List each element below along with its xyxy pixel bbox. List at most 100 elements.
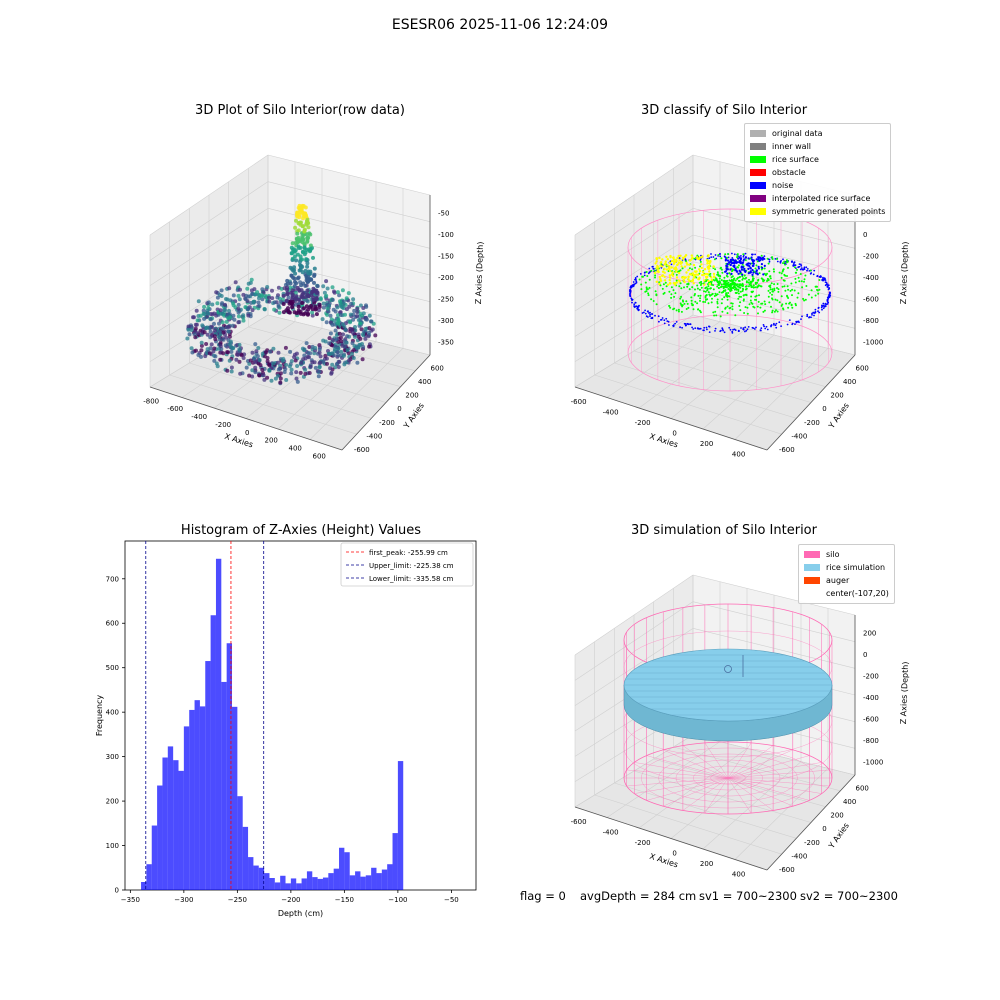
raw-point bbox=[302, 348, 307, 353]
classify-rice-point bbox=[758, 272, 761, 275]
classify-rice-point bbox=[783, 260, 786, 263]
classify-rice-point bbox=[744, 285, 747, 288]
histogram-bar bbox=[199, 706, 206, 890]
classify-symmetric-point bbox=[659, 278, 662, 281]
classify-rice-point bbox=[785, 302, 788, 305]
raw-point bbox=[317, 364, 322, 369]
raw-z-tick-label: -150 bbox=[438, 253, 454, 261]
classify-rice-point bbox=[758, 294, 760, 297]
classify-rice-point bbox=[780, 272, 783, 275]
classify-noise-point bbox=[801, 268, 804, 271]
classify-rice-point bbox=[686, 283, 689, 286]
raw-point bbox=[328, 366, 333, 371]
classify-symmetric-point bbox=[679, 262, 682, 265]
classify-noise-point bbox=[714, 330, 716, 332]
classify-noise-point bbox=[757, 265, 760, 268]
raw-point bbox=[309, 303, 314, 308]
classify-noise-point bbox=[694, 327, 697, 330]
classify-rice-point bbox=[670, 293, 673, 296]
raw-point bbox=[246, 313, 251, 318]
raw-point bbox=[189, 328, 194, 332]
raw-point bbox=[327, 336, 332, 341]
raw-point bbox=[294, 351, 299, 356]
classify-symmetric-point bbox=[659, 261, 662, 264]
raw-point bbox=[271, 361, 276, 366]
cls-y-axis-label: Y Axies bbox=[826, 401, 851, 431]
legend-swatch bbox=[804, 551, 820, 558]
classify-legend-item: noise bbox=[750, 179, 885, 192]
classify-symmetric-point bbox=[669, 254, 672, 258]
raw-point bbox=[303, 211, 308, 216]
raw-point bbox=[320, 317, 325, 322]
raw-point bbox=[224, 335, 229, 340]
sim-y-tick-label: 400 bbox=[843, 798, 856, 806]
classify-noise-point bbox=[744, 270, 747, 273]
classify-symmetric-point bbox=[692, 282, 695, 285]
legend-swatch bbox=[804, 590, 820, 597]
raw-point bbox=[337, 359, 342, 364]
raw-point bbox=[355, 314, 359, 319]
classify-rice-point bbox=[729, 306, 732, 309]
raw-point bbox=[325, 286, 330, 291]
raw-point bbox=[260, 287, 265, 292]
raw-point bbox=[285, 285, 289, 290]
classify-symmetric-point bbox=[664, 262, 667, 265]
classify-symmetric-point bbox=[707, 279, 710, 283]
classify-noise-point bbox=[826, 299, 829, 302]
raw-point bbox=[237, 297, 242, 302]
classify-rice-point bbox=[793, 266, 796, 269]
classify-symmetric-point bbox=[685, 271, 688, 274]
classify-noise-point bbox=[679, 326, 681, 329]
classify-noise-point bbox=[672, 324, 674, 327]
classify-noise-point bbox=[791, 322, 794, 325]
raw-point bbox=[350, 341, 355, 346]
classify-rice-point bbox=[691, 286, 694, 289]
classify-noise-point bbox=[635, 305, 637, 308]
classify-symmetric-point bbox=[707, 254, 710, 257]
raw-point bbox=[225, 368, 230, 373]
classify-noise-point bbox=[814, 311, 817, 313]
histogram-y-tick-label: 600 bbox=[106, 620, 119, 628]
cls-x-tick-label: 0 bbox=[672, 430, 676, 438]
classify-rice-point bbox=[679, 302, 682, 305]
raw-point bbox=[318, 360, 323, 365]
classify-rice-point bbox=[664, 281, 667, 284]
classify-rice-point bbox=[746, 306, 749, 309]
raw-point bbox=[241, 313, 246, 318]
classify-noise-point bbox=[675, 321, 678, 323]
histogram-bar bbox=[258, 867, 265, 890]
classify-rice-point bbox=[661, 287, 664, 290]
histogram-bar bbox=[141, 882, 147, 890]
classify-rice-point bbox=[732, 281, 735, 284]
classify-rice-point bbox=[736, 283, 739, 286]
classify-rice-point bbox=[731, 302, 734, 305]
classify-rice-point bbox=[702, 300, 705, 303]
raw-point bbox=[314, 296, 319, 301]
raw-point bbox=[366, 334, 371, 339]
classify-noise-point bbox=[794, 323, 796, 325]
classify-rice-point bbox=[771, 288, 774, 291]
classify-symmetric-point bbox=[689, 259, 692, 262]
classify-noise-point bbox=[629, 294, 631, 297]
classify-noise-point bbox=[719, 255, 722, 258]
classify-rice-point bbox=[728, 279, 731, 282]
classify-noise-point bbox=[775, 326, 778, 329]
classify-rice-point bbox=[654, 276, 656, 279]
raw-point bbox=[246, 281, 251, 286]
raw-point bbox=[290, 267, 295, 272]
histogram-y-tick-label: 200 bbox=[106, 798, 119, 806]
histogram-bar bbox=[178, 770, 184, 890]
classify-rice-point bbox=[781, 303, 784, 306]
raw-point bbox=[318, 354, 323, 359]
classify-rice-point bbox=[720, 283, 723, 286]
classify-rice-point bbox=[777, 290, 780, 293]
raw-point bbox=[321, 305, 326, 310]
classify-rice-point bbox=[783, 279, 786, 282]
histogram-bar bbox=[194, 700, 200, 890]
classify-rice-point bbox=[712, 311, 715, 314]
classify-rice-point bbox=[683, 286, 685, 289]
classify-noise-point bbox=[773, 323, 775, 326]
classify-noise-point bbox=[633, 303, 636, 306]
classify-symmetric-point bbox=[698, 270, 702, 273]
classify-noise-point bbox=[810, 316, 812, 319]
